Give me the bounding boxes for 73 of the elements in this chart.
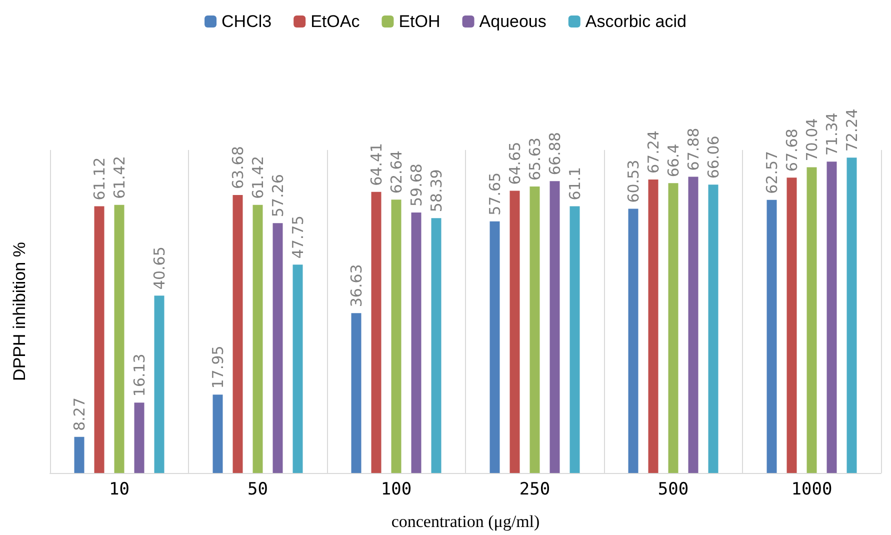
bar	[550, 181, 560, 473]
data-label: 70.04	[802, 118, 821, 162]
legend-label: Aqueous	[479, 12, 546, 31]
legend-label: EtOH	[398, 12, 440, 31]
bar	[252, 204, 263, 473]
data-label: 67.24	[644, 130, 662, 174]
y-axis-title: DPPH inhibition %	[10, 242, 29, 381]
data-label: 57.65	[486, 172, 504, 216]
bar	[510, 190, 520, 473]
legend-label: Ascorbic acid	[585, 12, 686, 31]
x-tick-label: 500	[658, 480, 689, 500]
bar	[134, 402, 144, 473]
legend-label: CHCl3	[222, 12, 272, 31]
data-label: 58.39	[427, 169, 446, 212]
data-label: 16.13	[130, 354, 148, 397]
bar	[272, 223, 283, 473]
data-label: 40.65	[150, 246, 168, 290]
x-tick-label: 50	[248, 480, 268, 500]
x-tick-label: 10	[109, 480, 130, 500]
data-label: 67.68	[782, 128, 801, 172]
bar	[490, 221, 500, 473]
data-label: 60.53	[624, 160, 642, 203]
bar	[786, 178, 797, 473]
bar	[154, 296, 164, 473]
x-tick-label: 1000	[791, 480, 832, 500]
data-label: 62.57	[762, 150, 781, 194]
data-label: 65.63	[526, 138, 544, 181]
bar	[628, 208, 638, 473]
bar	[371, 192, 382, 473]
data-label: 64.41	[367, 142, 386, 186]
bar	[846, 158, 857, 473]
data-label: 61.42	[248, 156, 267, 199]
bar	[232, 195, 243, 473]
data-label: 62.64	[387, 150, 406, 194]
data-label: 66.06	[704, 136, 722, 179]
data-label: 72.24	[842, 108, 861, 152]
x-axis-title: concentration (μg/ml)	[391, 512, 540, 531]
bar	[688, 176, 698, 473]
data-label: 66.88	[546, 132, 564, 176]
data-label: 57.26	[268, 174, 287, 218]
x-tick-label: 100	[380, 480, 412, 500]
data-label: 61.42	[110, 156, 128, 199]
data-label: 59.68	[407, 164, 426, 207]
data-label: 71.34	[822, 112, 841, 156]
bar	[766, 200, 777, 473]
bar	[530, 186, 540, 473]
bar	[708, 184, 718, 473]
data-label: 61.1	[566, 166, 584, 200]
bar	[351, 313, 362, 473]
bar	[94, 206, 104, 473]
data-label: 8.27	[70, 397, 88, 431]
bar	[668, 183, 678, 473]
data-label: 47.75	[288, 216, 307, 259]
bar	[431, 218, 442, 473]
bar	[806, 167, 817, 473]
data-label: 17.95	[208, 346, 227, 389]
bar	[292, 264, 303, 473]
legend-label: EtOAc	[310, 12, 360, 31]
data-label: 67.88	[684, 128, 702, 171]
data-label: 36.63	[347, 264, 366, 308]
bar	[411, 212, 422, 473]
bar	[212, 394, 223, 473]
bar	[570, 206, 580, 473]
bar	[74, 436, 84, 473]
bar	[826, 162, 837, 473]
bar	[114, 204, 124, 473]
bar	[648, 180, 658, 473]
x-tick-label: 250	[519, 480, 550, 500]
data-label: 63.68	[228, 146, 247, 190]
bar	[391, 200, 402, 473]
data-label: 61.12	[90, 157, 108, 200]
data-label: 64.65	[506, 142, 524, 185]
data-label: 66.4	[664, 144, 682, 178]
